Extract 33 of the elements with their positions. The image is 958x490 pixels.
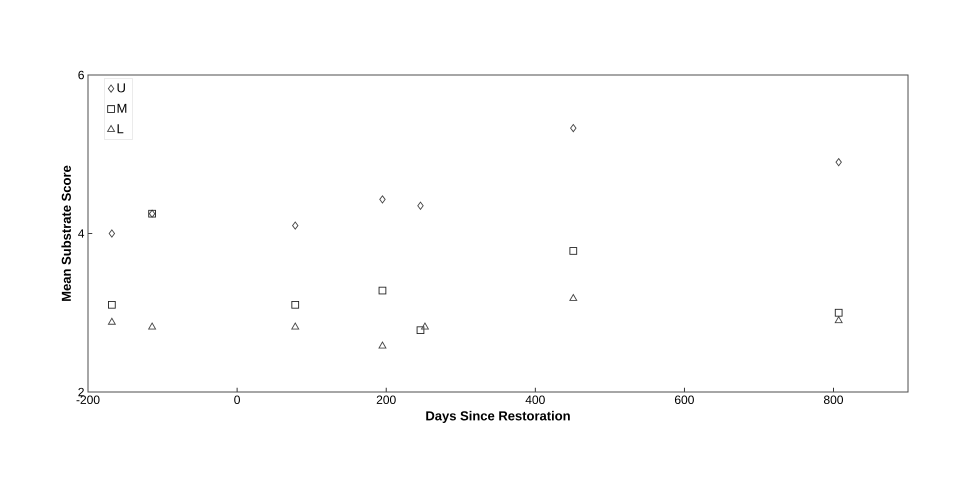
- x-tick-label: 200: [376, 396, 396, 404]
- x-axis-title: Days Since Restoration: [426, 410, 570, 424]
- legend-label: U: [118, 83, 125, 92]
- point: [378, 342, 386, 348]
- point: [570, 124, 576, 132]
- point: [378, 286, 386, 294]
- legend-label: M: [118, 104, 126, 113]
- point: [379, 195, 386, 204]
- point: [836, 158, 842, 166]
- point: [421, 322, 429, 330]
- y-tick-label: 2: [78, 388, 84, 396]
- point: [417, 202, 424, 210]
- x-tick-label: 800: [824, 396, 844, 404]
- point: [291, 300, 300, 309]
- y-tick-label: 6: [78, 70, 84, 80]
- legend-label: L: [118, 124, 124, 134]
- x-tick-label: -200: [76, 396, 100, 404]
- y-axis-title: Mean Substrate Score: [61, 166, 71, 301]
- x-tick-label: 600: [674, 396, 694, 404]
- point: [108, 229, 116, 238]
- point: [291, 322, 300, 330]
- point: [108, 318, 116, 325]
- y-tick-label: 4: [78, 229, 84, 238]
- x-tick-label: 400: [526, 396, 545, 404]
- point: [292, 222, 298, 230]
- point: [834, 308, 843, 317]
- point: [569, 294, 578, 301]
- x-tick-label: 0: [234, 396, 240, 404]
- point: [834, 316, 843, 324]
- point: [108, 300, 116, 309]
- point: [569, 247, 578, 255]
- point: [148, 322, 156, 330]
- point: [416, 326, 424, 334]
